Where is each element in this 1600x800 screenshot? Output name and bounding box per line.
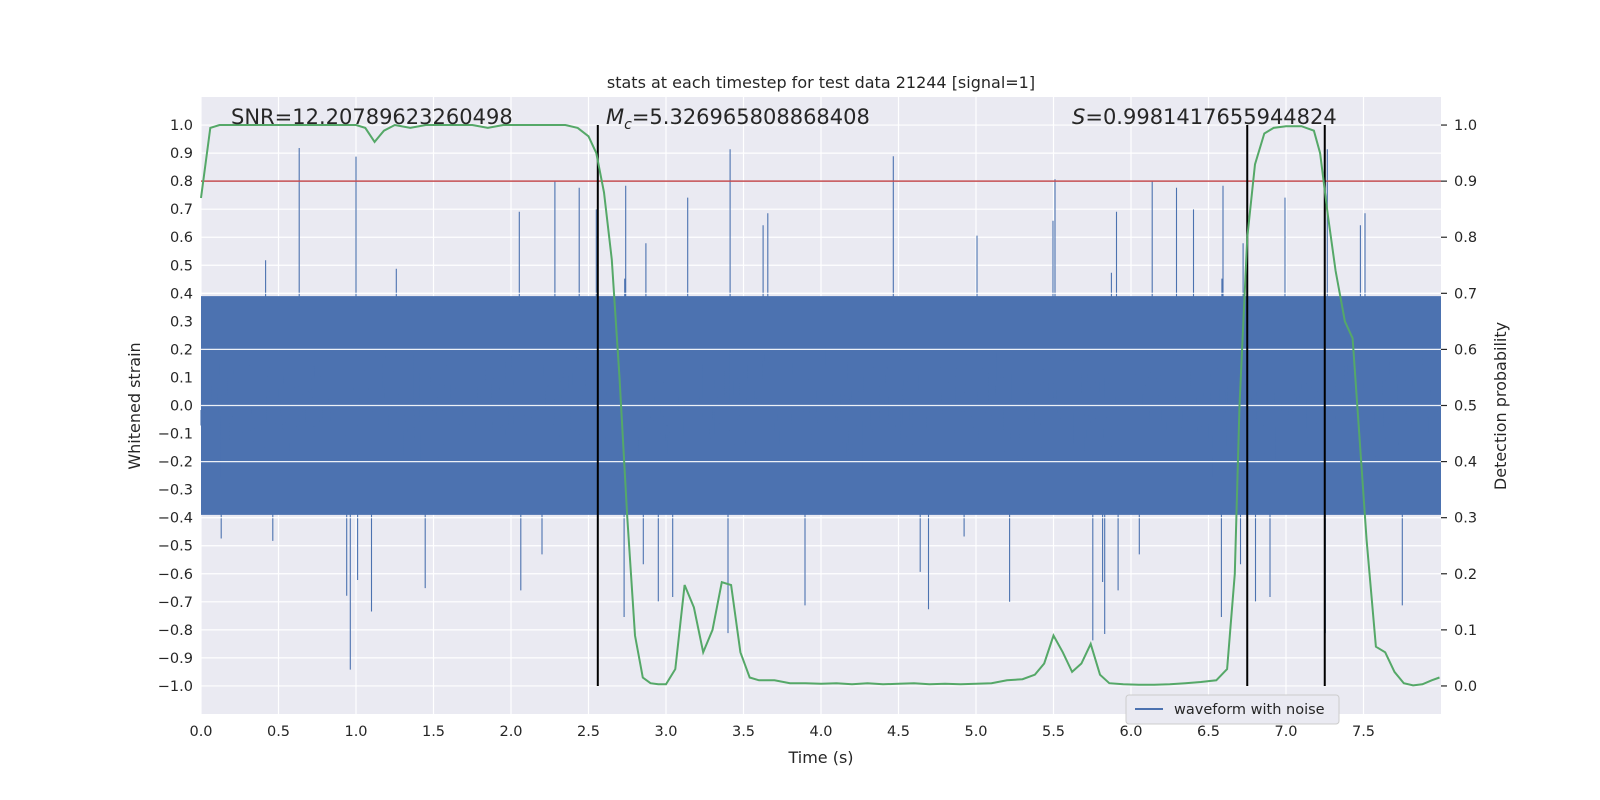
right-y-tick-label: 0.4	[1454, 455, 1477, 471]
right-y-tick-label: 0.1	[1454, 623, 1477, 639]
left-y-tick-label: 0.1	[170, 370, 193, 386]
left-y-axis-label: Whitened strain	[125, 342, 144, 469]
right-y-tick-label: 0.3	[1454, 511, 1477, 527]
left-y-tick-label: −0.1	[158, 427, 193, 443]
left-y-tick-label: 0.2	[170, 342, 193, 358]
x-tick-label: 5.0	[964, 724, 987, 740]
x-tick-label: 6.5	[1197, 724, 1220, 740]
chirp-mass-subscript: c	[624, 117, 632, 133]
legend-label: waveform with noise	[1174, 702, 1325, 718]
left-y-tick-label: −0.2	[158, 455, 193, 471]
left-y-tick-label: −0.3	[158, 483, 193, 499]
right-y-tick-label: 0.5	[1454, 399, 1477, 415]
x-tick-label: 6.0	[1119, 724, 1142, 740]
x-tick-label: 2.0	[499, 724, 522, 740]
significance-value: =0.9981417655944824	[1085, 105, 1336, 129]
vertical-markers	[596, 125, 1326, 686]
x-axis-label: Time (s)	[787, 748, 853, 767]
right-y-tick-label: 0.8	[1454, 230, 1477, 246]
left-y-tick-label: −0.9	[158, 651, 193, 667]
right-y-tick-labels: 1.0 0.9 0.8 0.7 0.6 0.5 0.4 0.3 0.2 0.1 0.0	[1441, 118, 1477, 695]
left-y-tick-label: 0.9	[170, 146, 193, 162]
chirp-mass-symbol: M	[606, 105, 624, 129]
right-y-tick-label: 0.7	[1454, 286, 1477, 302]
x-tick-label: 0.5	[267, 724, 290, 740]
x-tick-label: 7.0	[1274, 724, 1297, 740]
right-y-tick-label: 0.2	[1454, 567, 1477, 583]
waveform-trace	[200, 148, 1442, 670]
detection-probability-line	[200, 123, 1440, 687]
right-y-tick-label: 1.0	[1454, 118, 1477, 134]
chirp-mass-annotation: Mc=5.326965808868408	[606, 105, 870, 133]
x-tick-label: 0.0	[189, 724, 212, 740]
x-tick-label: 3.5	[732, 724, 755, 740]
right-y-tick-label: 0.0	[1454, 679, 1477, 695]
x-tick-label: 1.0	[344, 724, 367, 740]
chirp-mass-value: =5.326965808868408	[632, 105, 870, 129]
left-y-tick-label: 0.7	[170, 202, 193, 218]
left-y-tick-label: −0.8	[158, 623, 193, 639]
left-y-tick-label: 0.6	[170, 230, 193, 246]
chart-title: stats at each timestep for test data 212…	[607, 73, 1035, 92]
right-y-tick-label: 0.9	[1454, 174, 1477, 190]
legend-box	[1125, 694, 1340, 725]
x-tick-label: 2.5	[577, 724, 600, 740]
x-tick-label: 3.0	[654, 724, 677, 740]
significance-symbol: S	[1072, 105, 1085, 129]
left-y-tick-label: 0.0	[170, 399, 193, 415]
left-y-tick-label: −0.7	[158, 595, 193, 611]
left-y-tick-label: 0.8	[170, 174, 193, 190]
left-y-tick-label: 0.5	[170, 258, 193, 274]
right-y-tick-label: 0.6	[1454, 342, 1477, 358]
horizontal-gridlines	[201, 292, 1441, 519]
significance-annotation: S=0.9981417655944824	[1072, 105, 1337, 129]
x-tick-label: 4.0	[809, 724, 832, 740]
left-y-tick-label: 1.0	[170, 118, 193, 134]
left-y-tick-labels: 1.0 0.9 0.8 0.7 0.6 0.5 0.4 0.3 0.2 0.1 0.0 −0.1 −0.…	[158, 118, 193, 695]
x-tick-labels: 0.0 0.5 1.0 1.5 2.0 2.5 3.0 3.5 4.0 4.5 5.0 5.5 6.0 6…	[189, 724, 1375, 740]
left-y-tick-label: 0.3	[170, 314, 193, 330]
left-y-tick-label: −0.4	[158, 511, 193, 527]
x-tick-label: 7.5	[1352, 724, 1375, 740]
legend: waveform with noise	[1125, 694, 1340, 725]
x-tick-label: 1.5	[422, 724, 445, 740]
x-tick-label: 5.5	[1042, 724, 1065, 740]
x-tick-label: 4.5	[887, 724, 910, 740]
right-y-axis-label: Detection probability	[1491, 322, 1510, 490]
snr-annotation: SNR=12.20789623260498	[231, 105, 513, 129]
left-y-tick-label: −0.6	[158, 567, 193, 583]
left-y-tick-label: −1.0	[158, 679, 193, 695]
left-y-tick-label: 0.4	[170, 286, 193, 302]
left-y-tick-label: −0.5	[158, 539, 193, 555]
